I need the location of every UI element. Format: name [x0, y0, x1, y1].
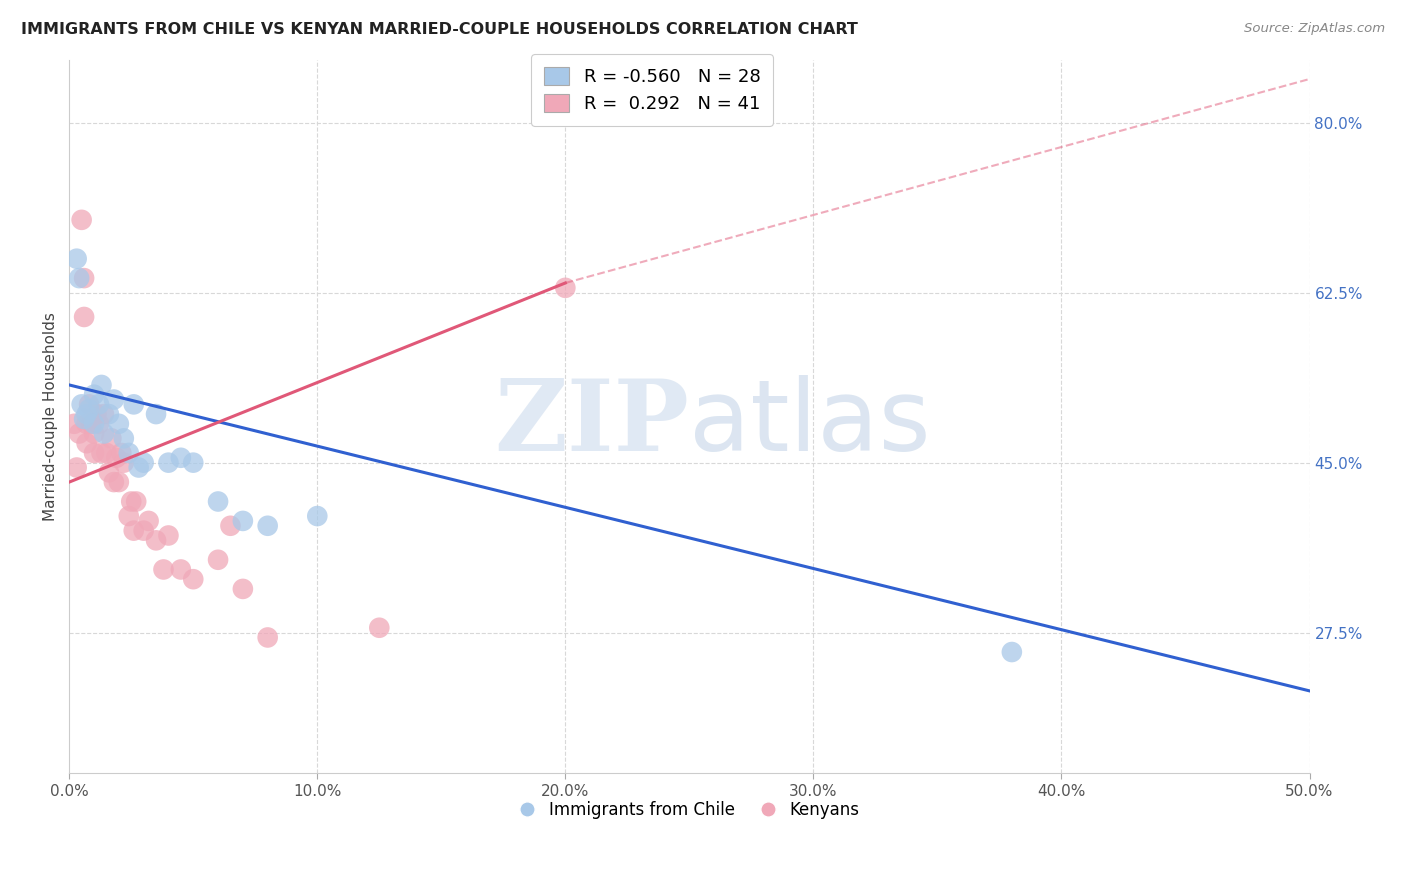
Point: [122, 524, 145, 538]
Point: [83, 426, 105, 441]
Point: [77, 402, 100, 417]
Point: [145, 407, 167, 421]
Point: [145, 533, 167, 548]
Point: [132, 524, 155, 538]
Point: [87, 417, 110, 431]
Point: [207, 553, 229, 567]
Point: [83, 387, 105, 401]
Point: [128, 460, 150, 475]
Point: [70, 212, 93, 227]
Point: [87, 397, 110, 411]
Point: [97, 466, 120, 480]
Point: [256, 631, 278, 645]
Point: [232, 514, 254, 528]
Text: IMMIGRANTS FROM CHILE VS KENYAN MARRIED-COUPLE HOUSEHOLDS CORRELATION CHART: IMMIGRANTS FROM CHILE VS KENYAN MARRIED-…: [21, 22, 858, 37]
Point: [118, 446, 141, 460]
Point: [67, 271, 90, 285]
Point: [181, 572, 204, 586]
Point: [118, 509, 141, 524]
Point: [73, 271, 96, 285]
Point: [66, 252, 89, 266]
Point: [90, 378, 112, 392]
Point: [76, 417, 98, 431]
Point: [138, 514, 160, 528]
Point: [83, 446, 105, 460]
Point: [120, 494, 142, 508]
Legend: Immigrants from Chile, Kenyans: Immigrants from Chile, Kenyans: [512, 795, 866, 826]
Point: [73, 412, 96, 426]
Point: [108, 417, 131, 431]
Point: [1001, 645, 1024, 659]
Point: [70, 397, 93, 411]
Point: [93, 407, 115, 421]
Point: [77, 397, 100, 411]
Text: atlas: atlas: [689, 376, 931, 472]
Point: [67, 426, 90, 441]
Point: [132, 456, 155, 470]
Point: [207, 494, 229, 508]
Point: [170, 562, 193, 576]
Point: [108, 475, 131, 489]
Text: Source: ZipAtlas.com: Source: ZipAtlas.com: [1244, 22, 1385, 36]
Point: [97, 407, 120, 421]
Point: [157, 528, 180, 542]
Point: [170, 450, 193, 465]
Y-axis label: Married-couple Households: Married-couple Households: [44, 312, 58, 521]
Point: [112, 456, 135, 470]
Point: [66, 460, 89, 475]
Point: [103, 392, 125, 407]
Point: [152, 562, 174, 576]
Point: [125, 494, 148, 508]
Point: [96, 446, 118, 460]
Point: [73, 310, 96, 324]
Point: [368, 621, 391, 635]
Point: [80, 417, 103, 431]
Point: [110, 446, 132, 460]
Point: [307, 509, 329, 524]
Point: [86, 407, 108, 421]
Point: [122, 397, 145, 411]
Point: [181, 456, 204, 470]
Point: [157, 456, 180, 470]
Point: [93, 426, 115, 441]
Point: [76, 436, 98, 450]
Point: [103, 475, 125, 489]
Point: [232, 582, 254, 596]
Point: [76, 407, 98, 421]
Point: [219, 518, 242, 533]
Point: [105, 450, 128, 465]
Point: [83, 417, 105, 431]
Point: [112, 431, 135, 445]
Point: [554, 281, 576, 295]
Text: ZIP: ZIP: [495, 376, 689, 472]
Point: [256, 518, 278, 533]
Point: [90, 446, 112, 460]
Point: [100, 431, 122, 445]
Point: [63, 417, 86, 431]
